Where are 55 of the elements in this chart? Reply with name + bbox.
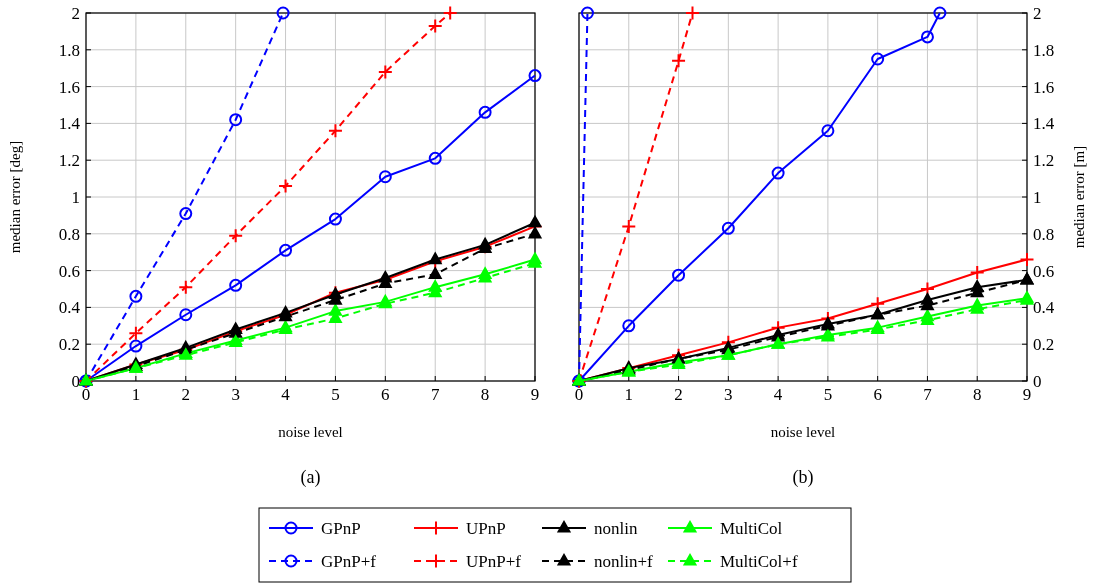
y2-tick-label: 1.4 [1033,114,1055,134]
y-tick-label: 0.8 [58,224,80,244]
y-tick-label: 1.2 [58,151,80,171]
y-tick-label: 1.8 [58,40,80,60]
y2-tick-label: 2 [1033,3,1042,23]
x-tick-label: 3 [724,385,733,404]
legend-label: MultiCol+f [720,551,798,571]
y-tick-label: 0.4 [58,298,81,318]
x-axis-title: noise level [770,424,836,440]
y2-tick-label: 0.6 [1033,261,1055,281]
x-tick-label: 9 [530,385,540,404]
x-tick-label: 7 [923,385,933,404]
x-tick-label: 6 [873,385,882,404]
y2-tick-label: 1 [1033,187,1042,207]
y2-tick-label: 1.8 [1033,40,1055,60]
legend-label: nonlin+f [594,551,654,571]
y-axis-title: median error [deg] [7,140,23,254]
y2-tick-label: 0 [1033,371,1042,391]
x-tick-label: 9 [1022,385,1032,404]
y2-tick-label: 1.2 [1033,151,1055,171]
x-tick-label: 0 [574,385,584,404]
y-tick-label: 1.4 [58,114,81,134]
x-tick-label: 2 [674,385,683,404]
x-tick-label: 3 [231,385,240,404]
x-tick-label: 7 [430,385,440,404]
y2-tick-label: 0.8 [1033,224,1055,244]
x-tick-label: 4 [281,385,291,404]
legend-label: MultiCol [720,518,783,538]
x-tick-label: 5 [823,385,833,404]
y2-axis-title: median error [m] [1071,145,1087,249]
x-axis-title: noise level [278,424,343,440]
y-tick-label: 1 [71,187,80,207]
y2-tick-label: 0.2 [1033,335,1055,355]
x-tick-label: 2 [181,385,191,404]
legend-label: nonlin [594,518,638,538]
x-tick-label: 8 [480,385,490,404]
x-tick-label: 1 [131,385,141,404]
y-tick-label: 2 [71,3,80,23]
x-tick-label: 5 [331,385,340,404]
text: (a) [300,467,321,488]
legend-label: UPnP [466,518,506,538]
x-tick-label: 6 [381,385,390,404]
legend-label: GPnP+f [321,551,377,571]
y-tick-label: 0.2 [58,335,80,355]
x-tick-label: 1 [624,385,634,404]
y-tick-label: 0.6 [58,261,80,281]
y-tick-label: 1.6 [58,77,80,97]
y2-tick-label: 1.6 [1033,77,1055,97]
legend-label: UPnP+f [466,551,522,571]
legend-label: GPnP [321,518,361,538]
x-tick-label: 4 [773,385,783,404]
y2-tick-label: 0.4 [1033,298,1055,318]
x-tick-label: 8 [972,385,982,404]
y-tick-label: 0 [71,371,80,391]
text: (b) [792,467,814,488]
